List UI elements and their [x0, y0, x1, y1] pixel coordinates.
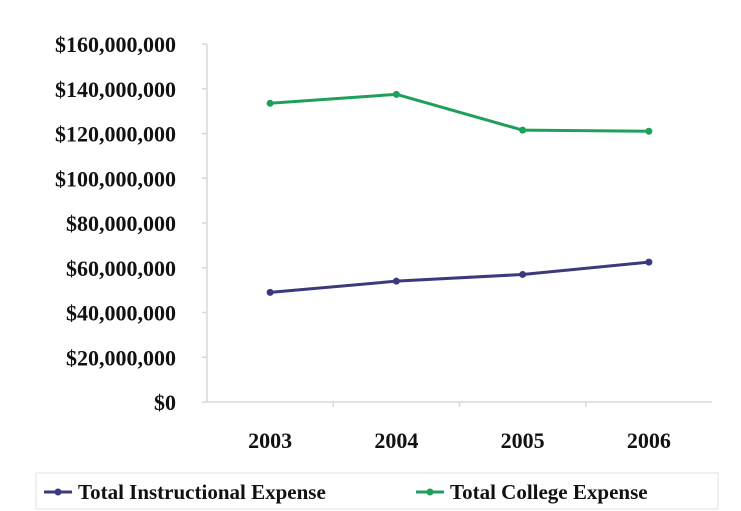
- legend-marker: [54, 488, 62, 496]
- data-point: [645, 127, 653, 135]
- data-point: [519, 126, 527, 134]
- legend: Total Instructional Expense Total College…: [35, 472, 719, 510]
- series-2: [266, 90, 653, 135]
- legend-marker: [426, 488, 434, 496]
- data-point: [645, 258, 653, 266]
- data-point: [519, 270, 527, 278]
- data-point: [266, 288, 274, 296]
- series-layer: [266, 90, 653, 296]
- legend-box: [35, 472, 719, 510]
- y-tick-label: $40,000,000: [66, 301, 176, 326]
- legend-item: Total Instructional Expense: [44, 480, 326, 504]
- y-tick-label: $0: [154, 390, 176, 415]
- y-tick-label: $60,000,000: [66, 256, 176, 281]
- legend-label: Total College Expense: [450, 480, 648, 504]
- y-tick-label: $120,000,000: [55, 122, 176, 147]
- data-point: [392, 277, 400, 285]
- series-line: [270, 92, 649, 133]
- legend-label: Total Instructional Expense: [78, 480, 326, 504]
- x-axis-tick-labels: 2003 2004 2005 2006: [248, 428, 671, 453]
- y-tick-label: $160,000,000: [55, 32, 176, 57]
- series-1: [266, 258, 653, 296]
- y-axis-tick-labels: $0 $20,000,000 $40,000,000 $60,000,000 $80,0…: [55, 32, 176, 415]
- x-tick-label: 2004: [374, 428, 418, 453]
- y-tick-label: $140,000,000: [55, 77, 176, 102]
- x-tick-label: 2003: [248, 428, 292, 453]
- y-tick-label: $20,000,000: [66, 345, 176, 370]
- data-point: [392, 90, 400, 98]
- y-tick-label: $80,000,000: [66, 211, 176, 236]
- y-tick-label: $100,000,000: [55, 166, 176, 191]
- legend-item: Total College Expense: [416, 480, 648, 504]
- chart-axes: [202, 43, 712, 407]
- series-line: [269, 260, 650, 294]
- x-tick-label: 2005: [501, 428, 545, 453]
- x-tick-label: 2006: [627, 428, 671, 453]
- data-point: [266, 99, 274, 107]
